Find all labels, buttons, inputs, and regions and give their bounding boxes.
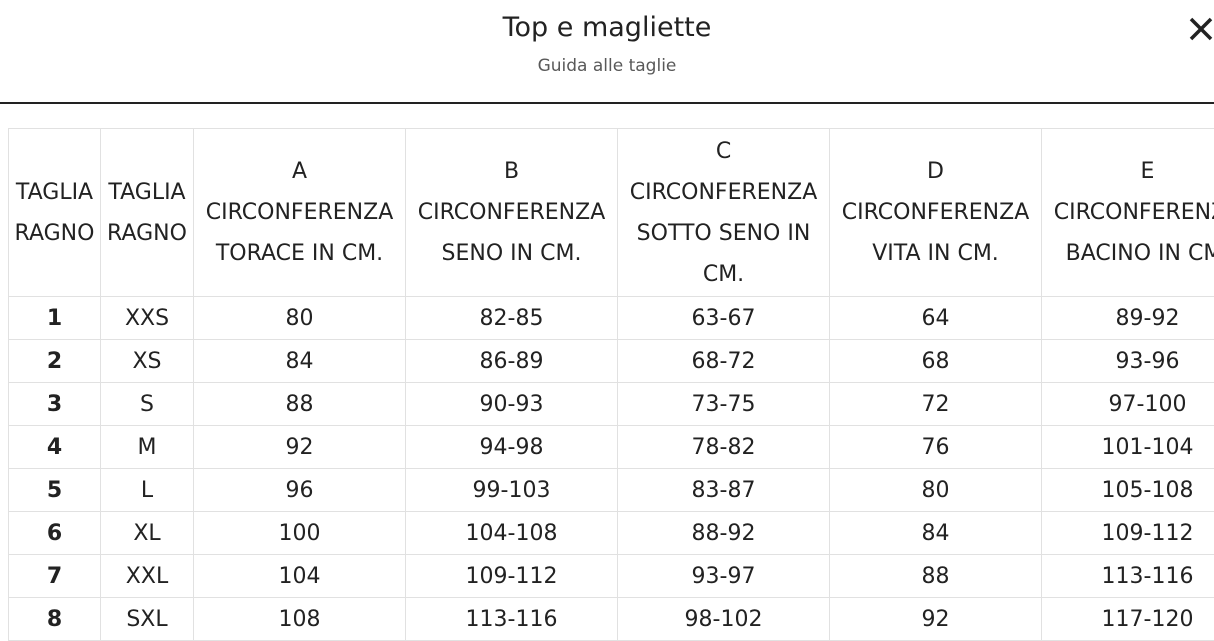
table-row: 4 M 92 94-98 78-82 76 101-104 [8,425,1214,469]
table-cell: 101-104 [1041,425,1214,469]
table-cell: XXL [100,554,194,598]
table-cell: 94-98 [405,425,618,469]
table-cell: 89-92 [1041,296,1214,340]
table-cell: 68-72 [617,339,830,383]
table-cell: 80 [829,468,1042,512]
table-cell: 84 [193,339,406,383]
table-cell: XS [100,339,194,383]
table-cell: 88 [193,382,406,426]
table-cell: 64 [829,296,1042,340]
modal-subtitle: Guida alle taglie [537,56,677,76]
table-cell: 105-108 [1041,468,1214,512]
table-cell: 73-75 [617,382,830,426]
table-cell: 100 [193,511,406,555]
table-container: TAGLIA RAGNO TAGLIA RAGNO A CIRCONFERENZA T… [8,128,1214,641]
table-row: 8 SXL 108 113-116 98-102 92 117-120 [8,597,1214,641]
table-row: 7 XXL 104 109-112 93-97 88 113-116 [8,554,1214,598]
table-cell: 109-112 [1041,511,1214,555]
table-cell: XL [100,511,194,555]
modal-title: Top e magliette [502,12,712,43]
column-label: CIRCONFERENZA SENO IN CM. [417,200,606,266]
table-cell: 86-89 [405,339,618,383]
table-cell: 96 [193,468,406,512]
table-cell: 63-67 [617,296,830,340]
table-cell: 92 [193,425,406,469]
table-cell: 93-97 [617,554,830,598]
column-label: CIRCONFERENZA SOTTO SENO IN CM. [629,179,818,287]
table-row: 2 XS 84 86-89 68-72 68 93-96 [8,339,1214,383]
column-label: TAGLIA RAGNO [107,179,187,246]
table-cell: 6 [8,511,101,555]
column-header: TAGLIA RAGNO [8,128,101,297]
table-cell: S [100,382,194,426]
table-row: 1 XXS 80 82-85 63-67 64 89-92 [8,296,1214,340]
table-cell: 113-116 [405,597,618,641]
column-header: A CIRCONFERENZA TORACE IN CM. [193,128,406,297]
table-cell: 93-96 [1041,339,1214,383]
table-cell: 5 [8,468,101,512]
divider [0,102,1214,104]
table-cell: 4 [8,425,101,469]
column-letter: E [1140,159,1155,184]
table-cell: 72 [829,382,1042,426]
table-cell: M [100,425,194,469]
column-letter: C [715,138,732,164]
table-cell: 3 [8,382,101,426]
column-header: D CIRCONFERENZA VITA IN CM. [829,128,1042,297]
table-row: 6 XL 100 104-108 88-92 84 109-112 [8,511,1214,555]
table-cell: 98-102 [617,597,830,641]
table-cell: 78-82 [617,425,830,469]
column-label: CIRCONFERENZA VITA IN CM. [841,200,1030,266]
table-cell: 2 [8,339,101,383]
table-cell: 76 [829,425,1042,469]
column-label: CIRCONFERENZA BACINO IN CM. [1053,200,1214,266]
table-cell: 92 [829,597,1042,641]
table-row: 3 S 88 90-93 73-75 72 97-100 [8,382,1214,426]
table-cell: 8 [8,597,101,641]
table-cell: 1 [8,296,101,340]
table-cell: SXL [100,597,194,641]
column-header: E CIRCONFERENZA BACINO IN CM. [1041,128,1214,297]
table-cell: 82-85 [405,296,618,340]
table-cell: 68 [829,339,1042,383]
size-table: TAGLIA RAGNO TAGLIA RAGNO A CIRCONFERENZA T… [8,128,1214,641]
table-cell: 109-112 [405,554,618,598]
column-label: CIRCONFERENZA TORACE IN CM. [205,200,394,266]
table-cell: 104 [193,554,406,598]
table-cell: 90-93 [405,382,618,426]
table-row: 5 L 96 99-103 83-87 80 105-108 [8,468,1214,512]
table-cell: L [100,468,194,512]
table-cell: 7 [8,554,101,598]
table-cell: 83-87 [617,468,830,512]
table-cell: 99-103 [405,468,618,512]
table-cell: 88-92 [617,511,830,555]
table-cell: 104-108 [405,511,618,555]
table-cell: XXS [100,296,194,340]
column-header: B CIRCONFERENZA SENO IN CM. [405,128,618,297]
column-letter: B [503,159,520,184]
close-button[interactable] [1188,16,1214,42]
column-letter: D [927,159,944,184]
table-cell: 88 [829,554,1042,598]
table-cell: 108 [193,597,406,641]
table-cell: 113-116 [1041,554,1214,598]
column-label: TAGLIA RAGNO [14,179,95,246]
column-header: TAGLIA RAGNO [100,128,194,297]
table-cell: 84 [829,511,1042,555]
column-letter: A [291,159,308,184]
column-header: C CIRCONFERENZA SOTTO SENO IN CM. [617,128,830,297]
table-cell: 80 [193,296,406,340]
table-cell: 97-100 [1041,382,1214,426]
header-row: TAGLIA RAGNO TAGLIA RAGNO A CIRCONFERENZA T… [8,128,1214,297]
table-cell: 117-120 [1041,597,1214,641]
